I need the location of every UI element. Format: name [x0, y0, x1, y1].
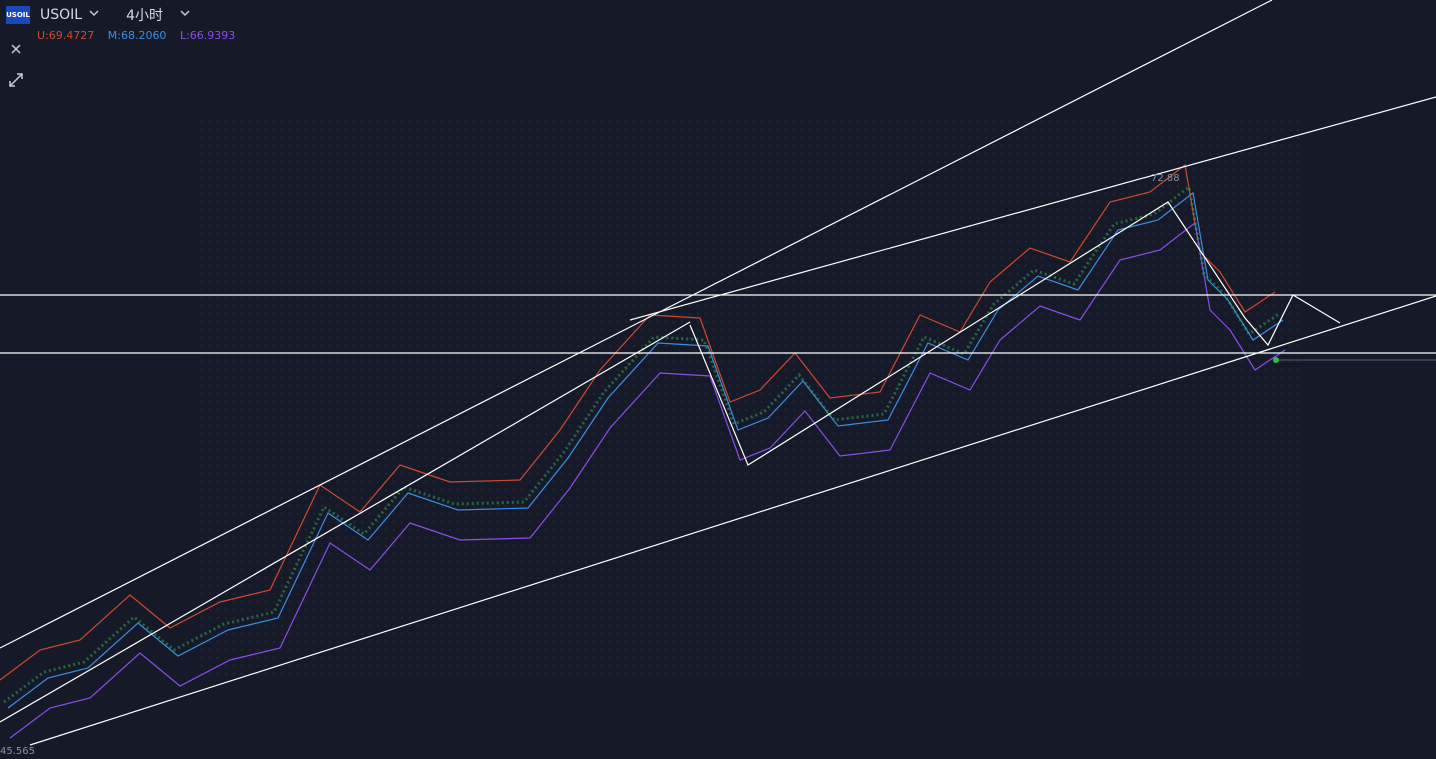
world-map-bg — [200, 120, 1300, 680]
close-icon[interactable] — [11, 44, 21, 54]
symbol-logo: USOIL — [6, 6, 30, 24]
lower-value: L:66.9393 — [179, 29, 236, 42]
middle-value: M:68.2060 — [107, 29, 167, 42]
symbol[interactable]: USOIL — [40, 7, 83, 23]
last-price-dot — [1273, 357, 1279, 363]
high-label: 72.88 — [1151, 173, 1180, 184]
expand-icon[interactable] — [9, 73, 23, 87]
zigzag — [689, 201, 1341, 466]
header: USOIL USOIL 4小时 — [6, 5, 163, 25]
trendline — [0, 321, 691, 723]
trendline — [29, 295, 1436, 746]
chevron[interactable] — [89, 10, 99, 17]
chevrons — [89, 10, 190, 17]
indicator-values: U:69.4727 M:68.2060 L:66.9393 — [37, 29, 245, 42]
chevron[interactable] — [180, 10, 190, 17]
timeframe[interactable]: 4小时 — [126, 8, 164, 24]
trendline — [629, 96, 1436, 321]
upper-value: U:69.4727 — [37, 29, 95, 42]
low-label: 45.565 — [0, 746, 35, 757]
trendline — [0, 0, 1273, 649]
